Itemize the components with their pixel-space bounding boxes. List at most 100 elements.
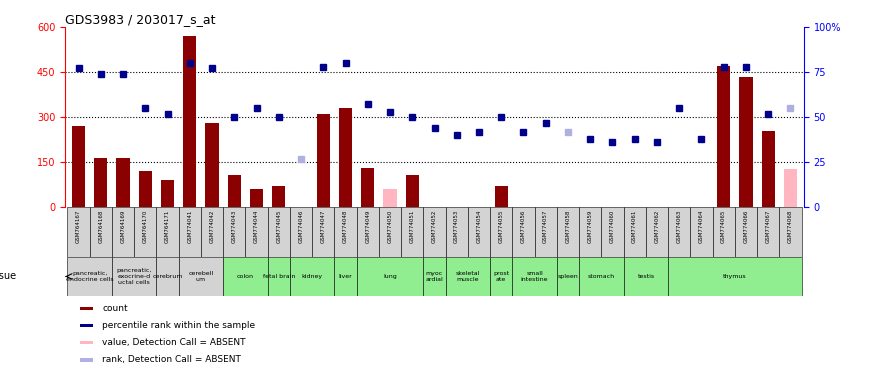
Bar	[624, 207, 646, 257]
Text: GSM774048: GSM774048	[343, 210, 348, 243]
Text: GSM774041: GSM774041	[187, 210, 192, 243]
Text: count: count	[103, 304, 128, 313]
Bar	[68, 207, 90, 257]
Bar	[490, 257, 513, 296]
Text: GSM764169: GSM764169	[121, 210, 125, 243]
Bar	[779, 207, 801, 257]
Text: stomach: stomach	[587, 274, 615, 279]
Text: GSM774053: GSM774053	[454, 210, 459, 243]
Bar	[401, 207, 423, 257]
Bar	[690, 207, 713, 257]
Bar	[179, 207, 201, 257]
Bar	[356, 207, 379, 257]
Bar	[446, 207, 468, 257]
Text: kidney: kidney	[302, 274, 322, 279]
Bar	[245, 207, 268, 257]
Bar	[80, 306, 93, 310]
Text: GSM764171: GSM764171	[165, 210, 170, 243]
Bar	[268, 257, 290, 296]
Bar	[268, 207, 290, 257]
Bar	[784, 169, 797, 207]
Text: GSM774061: GSM774061	[633, 210, 637, 243]
Bar	[339, 108, 352, 207]
Bar	[156, 207, 179, 257]
Bar	[494, 186, 507, 207]
Bar	[90, 207, 112, 257]
Bar	[134, 207, 156, 257]
Text: GSM774050: GSM774050	[388, 210, 393, 243]
Bar	[468, 207, 490, 257]
Text: percentile rank within the sample: percentile rank within the sample	[103, 321, 255, 330]
Bar	[161, 180, 174, 207]
Text: cerebell
um: cerebell um	[189, 271, 214, 282]
Bar	[94, 158, 108, 207]
Text: GSM774066: GSM774066	[744, 210, 748, 243]
Bar	[201, 207, 223, 257]
Bar	[534, 207, 557, 257]
Bar	[156, 257, 179, 296]
Bar	[356, 257, 423, 296]
Bar	[290, 257, 335, 296]
Bar	[513, 257, 557, 296]
Bar	[557, 207, 579, 257]
Text: GSM774058: GSM774058	[566, 210, 570, 243]
Bar	[513, 207, 534, 257]
Bar	[205, 123, 219, 207]
Text: prost
ate: prost ate	[494, 271, 509, 282]
Text: spleen: spleen	[558, 274, 579, 279]
Text: pancreatic,
exocrine-d
uctal cells: pancreatic, exocrine-d uctal cells	[116, 268, 152, 285]
Text: GSM774065: GSM774065	[721, 210, 726, 243]
Text: GSM774060: GSM774060	[610, 210, 615, 243]
Bar	[423, 257, 446, 296]
Text: GSM774045: GSM774045	[276, 210, 282, 243]
Bar	[335, 207, 356, 257]
Bar	[646, 207, 668, 257]
Text: GSM774051: GSM774051	[410, 210, 415, 243]
Bar	[228, 175, 241, 207]
Text: GSM764167: GSM764167	[76, 210, 81, 243]
Text: testis: testis	[637, 274, 654, 279]
Text: tissue: tissue	[0, 271, 17, 281]
Text: GSM774042: GSM774042	[209, 210, 215, 243]
Text: GSM774044: GSM774044	[254, 210, 259, 243]
Bar	[383, 189, 396, 207]
Text: GSM774068: GSM774068	[788, 210, 793, 243]
Bar	[579, 257, 624, 296]
Text: GSM774046: GSM774046	[299, 210, 303, 243]
Bar	[761, 131, 775, 207]
Text: GSM774054: GSM774054	[476, 210, 481, 243]
Bar	[423, 207, 446, 257]
Bar	[183, 36, 196, 207]
Text: cerebrum: cerebrum	[152, 274, 182, 279]
Text: pancreatic,
endocrine cells: pancreatic, endocrine cells	[66, 271, 114, 282]
Text: GSM774049: GSM774049	[365, 210, 370, 243]
Bar	[717, 66, 731, 207]
Bar	[579, 207, 601, 257]
Bar	[362, 168, 375, 207]
Text: value, Detection Call = ABSENT: value, Detection Call = ABSENT	[103, 338, 246, 347]
Bar	[112, 207, 134, 257]
Text: GSM774064: GSM774064	[699, 210, 704, 243]
Text: colon: colon	[237, 274, 254, 279]
Bar	[490, 207, 513, 257]
Bar	[223, 207, 245, 257]
Bar	[179, 257, 223, 296]
Bar	[72, 126, 85, 207]
Bar	[80, 324, 93, 327]
Bar	[757, 207, 779, 257]
Bar	[713, 207, 735, 257]
Bar	[272, 186, 285, 207]
Bar	[735, 207, 757, 257]
Text: thymus: thymus	[723, 274, 746, 279]
Text: myoc
ardial: myoc ardial	[426, 271, 443, 282]
Text: GSM764170: GSM764170	[143, 210, 148, 243]
Text: liver: liver	[339, 274, 353, 279]
Text: skeletal
muscle: skeletal muscle	[455, 271, 480, 282]
Bar	[406, 175, 419, 207]
Bar	[335, 257, 356, 296]
Text: GSM774067: GSM774067	[766, 210, 771, 243]
Bar	[290, 207, 312, 257]
Bar	[601, 207, 624, 257]
Bar	[668, 207, 690, 257]
Bar	[312, 207, 335, 257]
